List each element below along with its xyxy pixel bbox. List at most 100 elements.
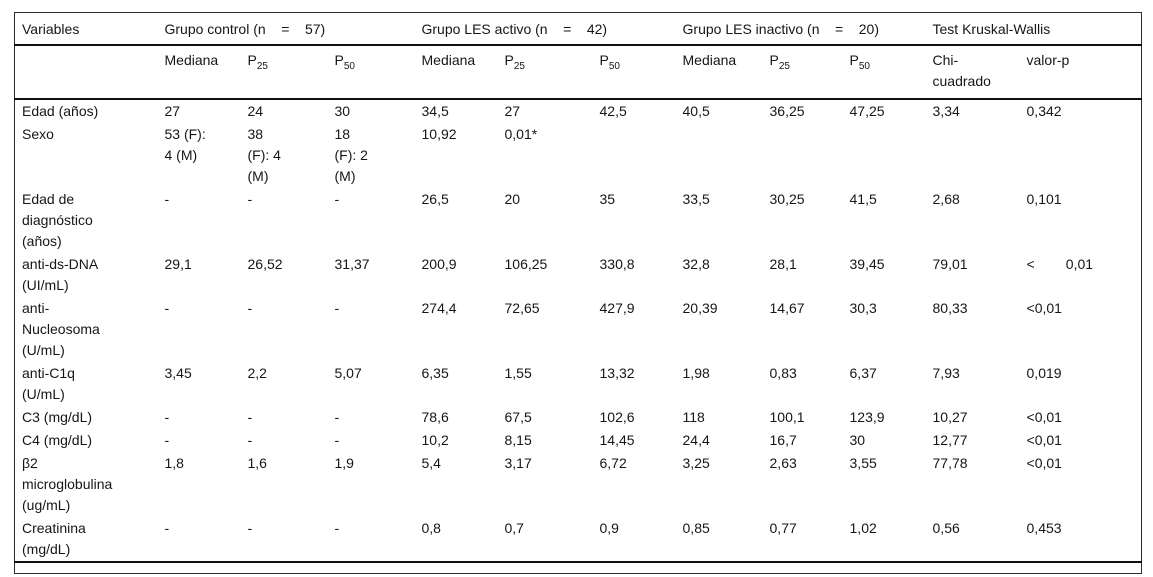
cell: 6,35 — [421, 365, 449, 381]
p25-subscript: 25 — [256, 60, 268, 72]
subheader-chi-cuadrado: Chi- cuadrado — [925, 45, 1020, 100]
cell: 0,019 — [1026, 365, 1062, 381]
cell: 106,25 — [504, 256, 548, 272]
cell: 41,5 — [849, 191, 877, 207]
cell: 32,8 — [682, 256, 710, 272]
cell: <0,01 — [1026, 300, 1062, 316]
subheader-p50-les-activo: P50 — [592, 45, 676, 100]
cell: - — [240, 517, 328, 563]
cell: <0,01 — [1026, 455, 1062, 471]
cell: 1,02 — [842, 517, 926, 563]
cell: 67,5 — [504, 409, 532, 425]
column-header-grupo-control: Grupo control (n = 57) — [157, 12, 415, 46]
cell: 1,8 — [164, 455, 184, 471]
cell: 0,56 — [925, 517, 1020, 563]
p50-subscript: 50 — [608, 60, 620, 72]
cell: 330,8 — [599, 256, 635, 272]
row-label: Sexo — [22, 126, 54, 142]
cell: 2,63 — [769, 455, 797, 471]
table-row: anti- Nucleosoma (U/mL) - - - 274,4 72,65 427,… — [15, 297, 1142, 362]
cell: 18 (F): 2 (M) — [334, 126, 368, 184]
cell: - — [334, 432, 340, 448]
row-label: anti- Nucleosoma (U/mL) — [22, 300, 100, 358]
cell: - — [164, 409, 170, 425]
cell: 39,45 — [849, 256, 885, 272]
row-label: β2 microglobulina (ug/mL) — [22, 455, 113, 513]
cell: 77,78 — [932, 455, 968, 471]
cell: 12,77 — [932, 432, 968, 448]
cell — [763, 123, 843, 188]
cell: - — [247, 409, 253, 425]
table-row: β2 microglobulina (ug/mL) 1,8 1,6 1,9 5,4 3,1… — [15, 452, 1142, 517]
row-label: Edad (años) — [22, 103, 99, 119]
spacer-row — [15, 562, 1142, 574]
p25-subscript: 25 — [778, 60, 790, 72]
cell: 20,39 — [682, 300, 718, 316]
subheader-row: Mediana P25 P50 Mediana P25 P50 Mediana … — [14, 45, 1142, 100]
subheader-mediana-control: Mediana — [157, 45, 241, 100]
cell: <0,01 — [1026, 409, 1062, 425]
cell: - — [157, 517, 241, 563]
cell: 40,5 — [682, 103, 710, 119]
subheader-p50-control: P50 — [327, 45, 415, 100]
cell: 53 (F): 4 (M) — [164, 126, 206, 163]
cell: 7,93 — [932, 365, 960, 381]
cell: 26,5 — [421, 191, 449, 207]
p-label: P — [504, 52, 514, 68]
cell: 47,25 — [849, 103, 885, 119]
cell: - — [334, 191, 340, 207]
cell: 0,85 — [675, 517, 763, 563]
column-header-variables: Variables — [14, 12, 158, 46]
table-row: anti-ds-DNA (UI/mL) 29,1 26,52 31,37 200,9 10… — [15, 253, 1142, 297]
cell: 0,453 — [1019, 517, 1142, 563]
cell: 274,4 — [421, 300, 457, 316]
table-row: C4 (mg/dL) - - - 10,2 8,15 14,45 24,4 16,7 30 12,7… — [15, 429, 1142, 452]
cell: 3,55 — [849, 455, 877, 471]
cell: - — [164, 191, 170, 207]
table-row: anti-C1q (U/mL) 3,45 2,2 5,07 6,35 1,55 13,32 1… — [15, 362, 1142, 406]
cell: 34,5 — [421, 103, 449, 119]
cell: 1,98 — [682, 365, 710, 381]
cell: 10,27 — [932, 409, 968, 425]
cell: 6,37 — [849, 365, 877, 381]
cell: 79,01 — [932, 256, 968, 272]
cell — [843, 123, 926, 188]
table-row: Creatinina (mg/dL) - - -0,8 0,7 0,9 0,85 0,77 1,… — [14, 517, 1142, 563]
cell: 1,55 — [504, 365, 532, 381]
cell: - — [164, 300, 170, 316]
cell: 30 — [334, 103, 351, 119]
p50-subscript: 50 — [858, 60, 870, 72]
cell: 0,01* — [504, 126, 538, 142]
p50-subscript: 50 — [343, 60, 355, 72]
subheader-mediana-les-inactivo: Mediana — [675, 45, 763, 100]
subheader-p25-les-activo: P25 — [497, 45, 593, 100]
table-row: C3 (mg/dL) - - - 78,6 67,5 102,6 118 100,1 123,9 1… — [15, 406, 1142, 429]
column-header-grupo-les-inactivo: Grupo LES inactivo (n = 20) — [675, 12, 926, 46]
cell: 1,6 — [247, 455, 267, 471]
p-label: P — [769, 52, 779, 68]
p25-subscript: 25 — [513, 60, 525, 72]
cell — [593, 123, 676, 188]
cell: 0,7 — [497, 517, 593, 563]
cell: - — [334, 409, 340, 425]
cell: 29,1 — [164, 256, 192, 272]
cell: 80,33 — [932, 300, 968, 316]
cell: 427,9 — [599, 300, 635, 316]
cell: 0,8 — [414, 517, 498, 563]
cell: 0,101 — [1026, 191, 1062, 207]
cell: 100,1 — [769, 409, 805, 425]
cell: 72,65 — [504, 300, 540, 316]
cell: - — [247, 432, 253, 448]
row-label: Creatinina (mg/dL) — [14, 517, 158, 563]
table-row: Edad de diagnóstico (años) - - - 26,5 20 35 33,… — [15, 188, 1142, 253]
cell: - — [247, 300, 253, 316]
row-label: anti-ds-DNA (UI/mL) — [22, 256, 99, 293]
p-label: P — [849, 52, 859, 68]
cell: 0,83 — [769, 365, 797, 381]
cell: 3,17 — [504, 455, 532, 471]
cell: 13,32 — [599, 365, 635, 381]
cell: 0,9 — [592, 517, 676, 563]
cell: 102,6 — [599, 409, 635, 425]
kruskal-wallis-results-table: Variables Grupo control (n = 57) Grupo L… — [14, 12, 1143, 574]
